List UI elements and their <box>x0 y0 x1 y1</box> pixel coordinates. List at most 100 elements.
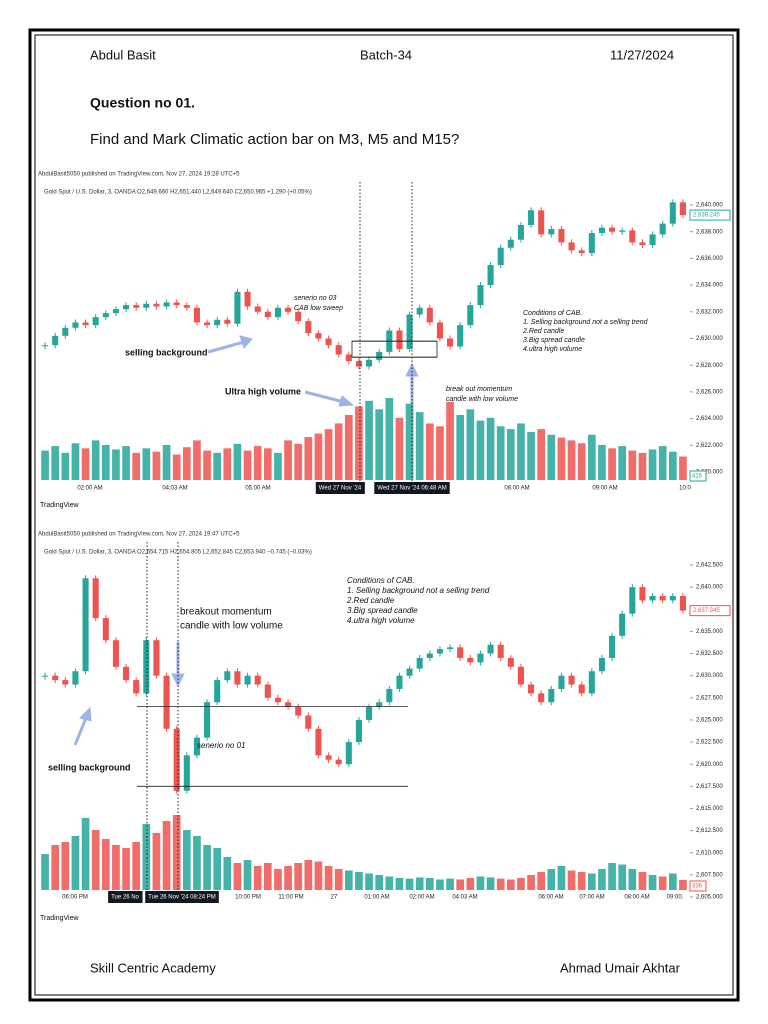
volume-bar <box>446 878 454 890</box>
volume-bar <box>122 848 130 890</box>
candle <box>528 684 535 694</box>
time-label: 04:03 AM <box>162 486 187 492</box>
volume-bar <box>618 446 627 480</box>
page-border <box>28 28 740 1002</box>
volume-bar <box>112 845 120 890</box>
volume-bar <box>668 451 677 480</box>
page-border-inner <box>34 34 734 996</box>
volume-bar <box>598 869 606 890</box>
candle <box>173 302 180 306</box>
volume-bar <box>203 845 211 890</box>
volume-bar <box>243 450 252 480</box>
candle <box>609 635 616 658</box>
volume-bar <box>122 446 130 480</box>
candle <box>528 210 535 226</box>
candle <box>345 354 352 362</box>
footer-left: Skill Centric Academy <box>90 960 216 975</box>
condition-line: Conditions of CAB. <box>347 576 415 585</box>
volume-bar <box>365 400 373 480</box>
volume-bar <box>51 446 60 480</box>
candle <box>558 229 565 243</box>
volume-bar <box>415 877 424 890</box>
volume-bar <box>385 398 394 480</box>
candle <box>112 640 119 667</box>
volume-bar <box>101 444 110 480</box>
candle <box>325 338 332 346</box>
time-label-bg <box>374 482 450 494</box>
volume-bar <box>456 879 465 890</box>
candle <box>507 657 514 667</box>
condition-line: 1. Selling background not a selling tren… <box>523 319 649 326</box>
candle <box>204 322 211 326</box>
time-label-bg <box>145 891 219 903</box>
candle <box>92 317 99 326</box>
time-label: 10:00 PM <box>235 895 261 901</box>
volume-bar <box>355 406 363 480</box>
volume-bar <box>405 403 414 480</box>
candle <box>538 210 545 235</box>
candle <box>335 345 342 355</box>
last-volume-label: 415 <box>692 474 703 480</box>
volume-bar <box>324 429 333 480</box>
annotation: candle with low volume <box>180 621 283 632</box>
candle <box>264 684 271 698</box>
volume-bar <box>506 879 515 890</box>
candle <box>598 227 605 234</box>
volume-bar <box>193 440 201 480</box>
candle <box>72 322 79 328</box>
volume-bar <box>314 861 323 890</box>
condition-line: 4.ultra high volume <box>347 616 415 625</box>
volume-bar <box>162 444 171 480</box>
candle <box>659 595 666 601</box>
volume-bar <box>628 450 637 480</box>
y-tick-label: 2,627.500 <box>696 695 723 701</box>
volume-bar <box>182 447 191 480</box>
condition-line: 1. Selling background not a selling tren… <box>347 586 490 595</box>
annotation: selling background <box>48 762 131 772</box>
y-tick-label: 2,625.000 <box>696 718 723 724</box>
time-label: 10:0 <box>679 486 691 492</box>
date: 11/27/2024 <box>610 47 674 62</box>
volume-bar <box>618 864 627 890</box>
candle <box>163 302 170 307</box>
candle <box>295 311 302 322</box>
time-label-bg <box>108 891 143 903</box>
volume-bar <box>628 869 637 890</box>
volume-bar <box>71 443 80 480</box>
question-text: Find and Mark Climatic action bar on M3,… <box>90 131 459 148</box>
volume-bar <box>375 875 384 890</box>
candle <box>62 327 69 336</box>
candle <box>517 666 524 685</box>
candle <box>568 675 575 685</box>
condition-line: 2.Red candle <box>346 596 395 605</box>
candle <box>457 325 464 347</box>
volume-bar <box>638 872 647 890</box>
y-tick-label: 2,624.000 <box>696 416 723 422</box>
candle <box>436 649 443 654</box>
candle <box>416 307 423 315</box>
volume-bar <box>658 446 667 480</box>
volume-bar <box>152 833 161 890</box>
candle <box>507 239 514 248</box>
candle <box>173 728 180 791</box>
candle <box>204 702 211 738</box>
candle <box>244 291 251 307</box>
candle <box>153 303 160 307</box>
candle <box>133 680 140 694</box>
candle <box>669 595 676 601</box>
volume-bar <box>51 845 60 890</box>
volume-bar <box>253 446 262 480</box>
time-label: Tue 26 Nov '24 08:24 PM <box>148 895 216 901</box>
candle <box>274 697 281 703</box>
candle <box>639 242 646 246</box>
publisher-line: AbdulBasit5050 published on TradingView.… <box>38 172 240 178</box>
candle <box>538 693 545 703</box>
volume-bar <box>132 842 141 890</box>
volume-bar <box>91 440 100 480</box>
time-label: Tue 26 No <box>111 895 139 901</box>
time-label: 06:00 AM <box>538 895 563 901</box>
last-price-box <box>689 209 731 221</box>
y-tick-label: 2,607.500 <box>696 872 723 878</box>
candle <box>366 706 373 720</box>
volume-bar <box>223 448 232 480</box>
